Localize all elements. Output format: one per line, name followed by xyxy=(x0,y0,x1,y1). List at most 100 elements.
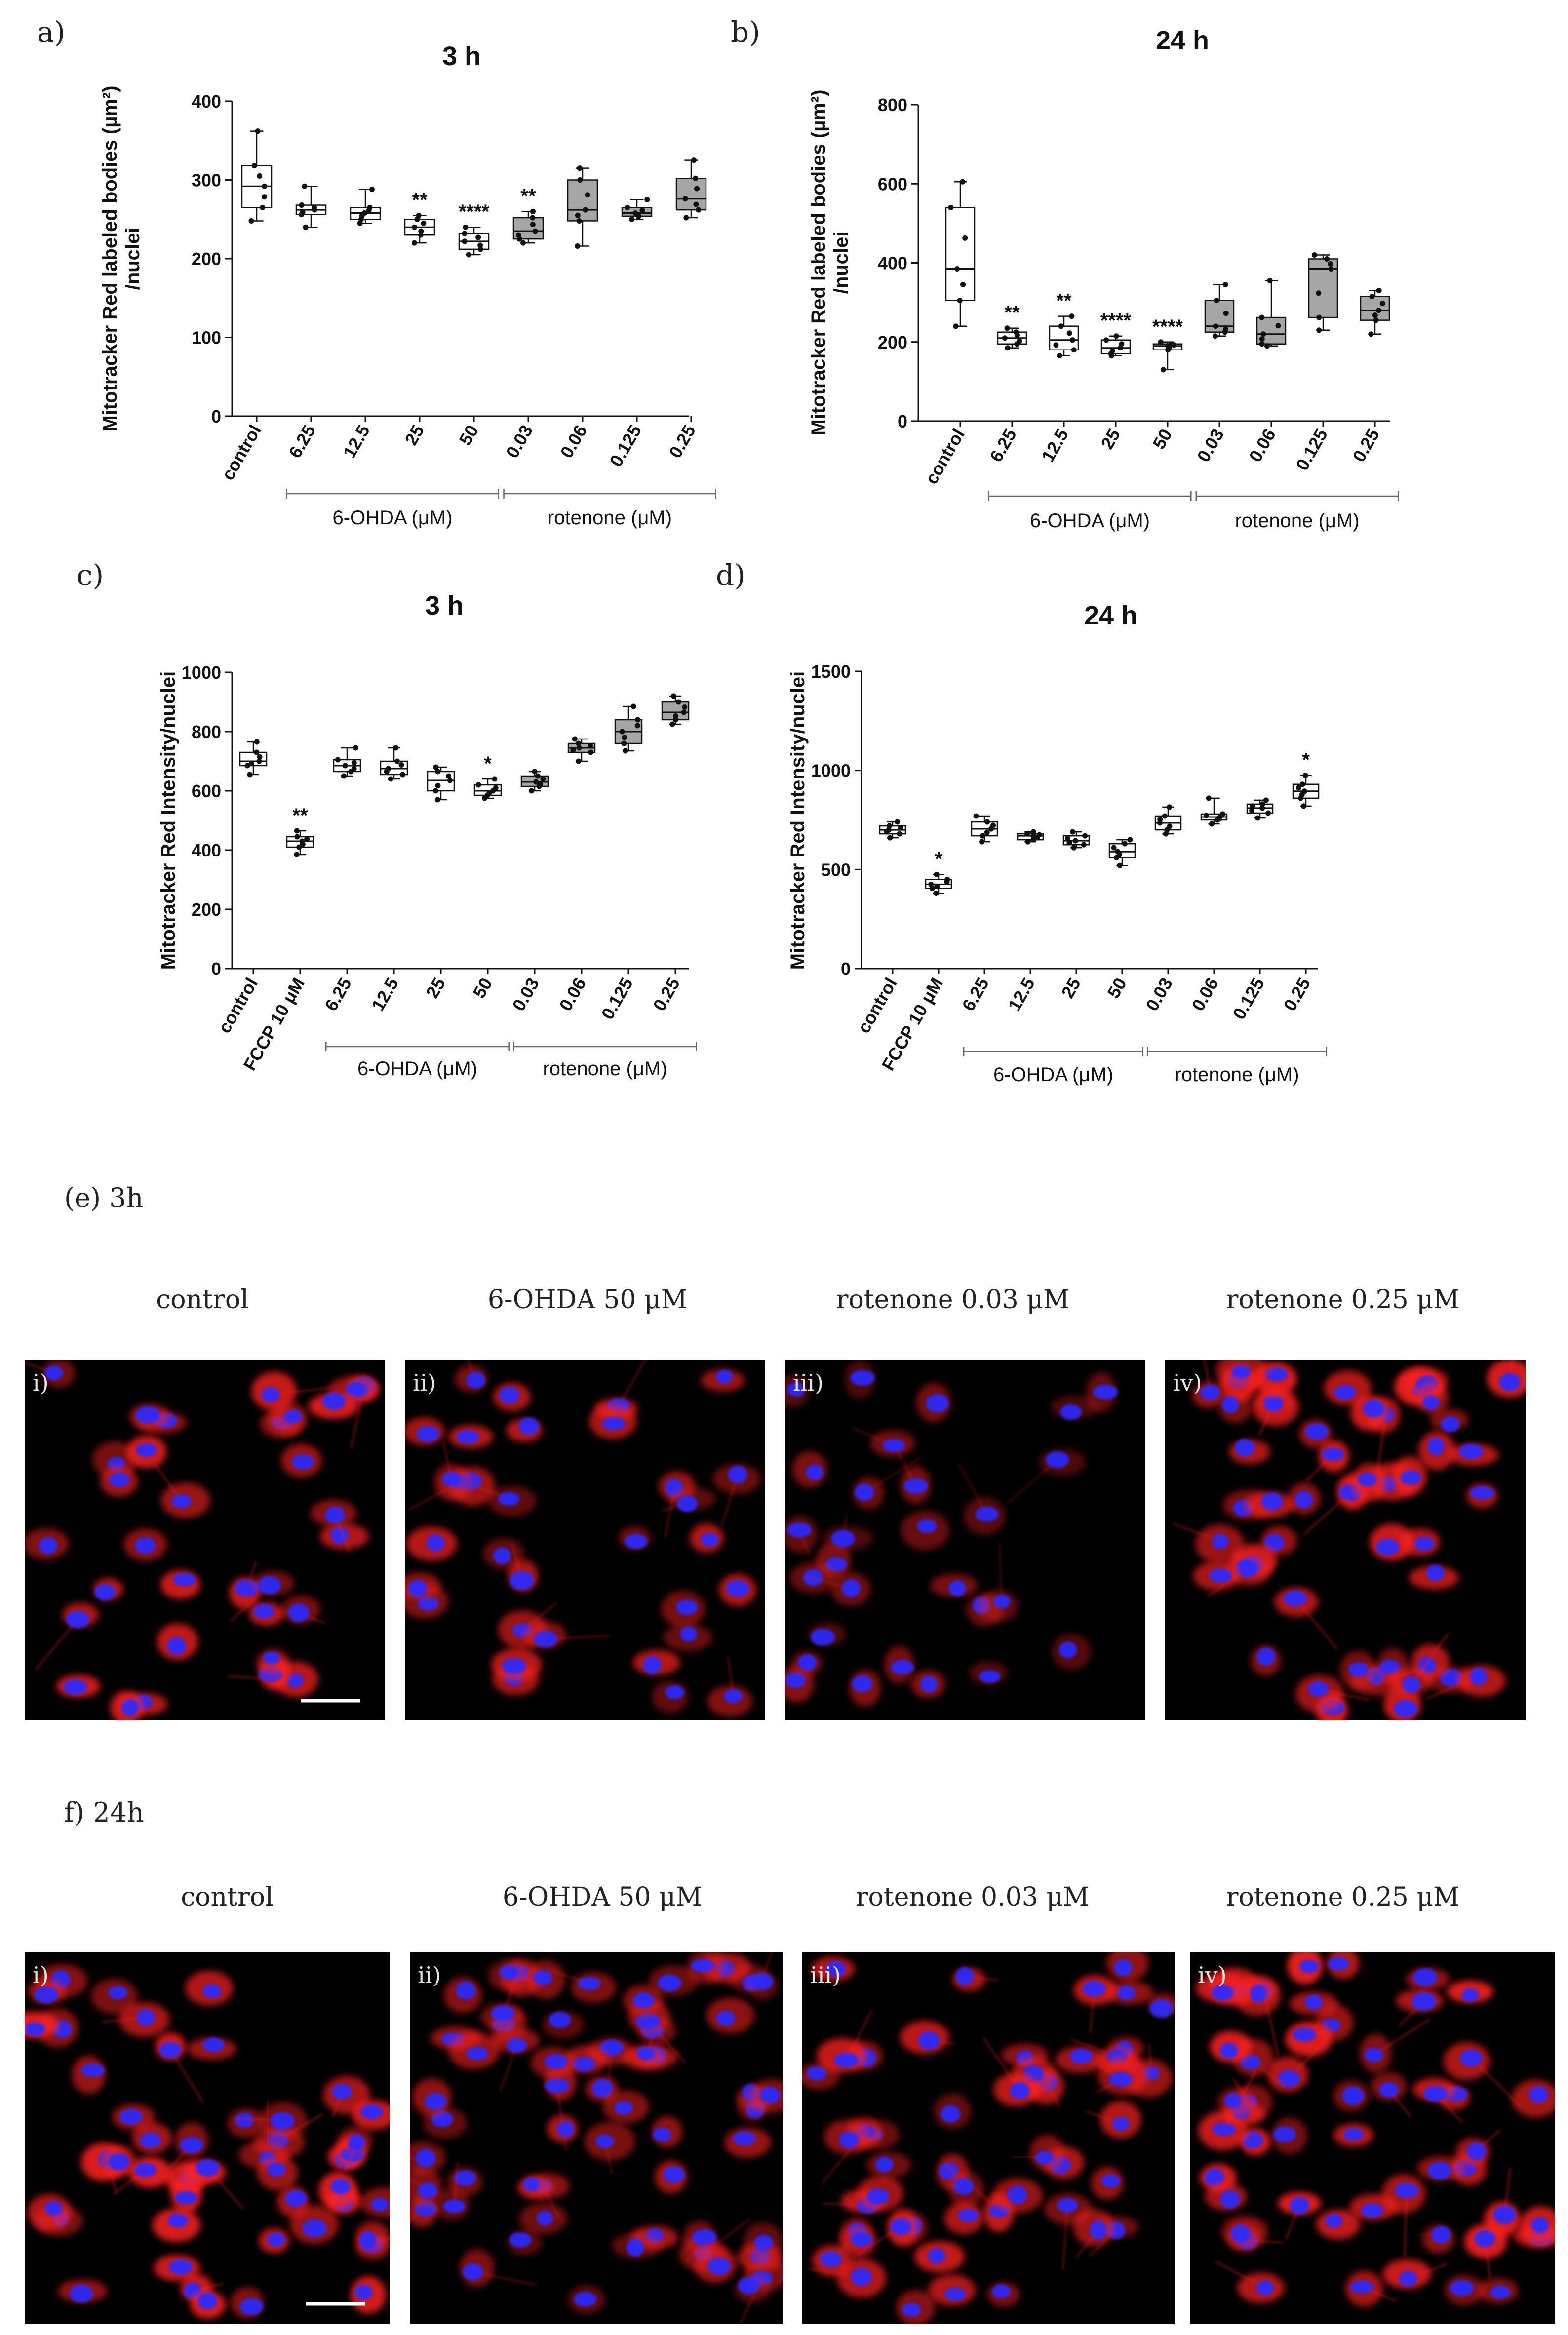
data-point xyxy=(1249,808,1255,814)
nucleus-signal xyxy=(456,1981,476,2000)
nucleus-signal xyxy=(850,1370,875,1386)
nucleus-signal xyxy=(1293,2027,1317,2042)
x-tick-label: 0.06 xyxy=(1187,974,1222,1014)
nucleus-signal xyxy=(1413,1968,1437,1986)
data-point xyxy=(477,242,483,248)
significance-mark: **** xyxy=(1152,316,1183,338)
image-index-label: i) xyxy=(33,1962,49,1988)
data-point xyxy=(884,829,890,835)
nucleus-signal xyxy=(707,2257,731,2275)
nucleus-signal xyxy=(286,1673,304,1688)
nucleus-signal xyxy=(1046,1451,1069,1468)
x-tick-label: 0.03 xyxy=(1193,426,1228,466)
cell-process xyxy=(499,2045,518,2092)
chart-title: 3 h xyxy=(442,41,481,71)
nucleus-signal xyxy=(1117,1986,1136,2000)
cell-process xyxy=(1404,2190,1408,2257)
nucleus-signal xyxy=(850,2232,873,2247)
significance-mark: ** xyxy=(1056,290,1072,312)
group-bracket: rotenone (μM) xyxy=(1146,1047,1328,1086)
box-0 xyxy=(945,179,976,329)
nucleus-signal xyxy=(614,2101,633,2115)
nucleus-signal xyxy=(1299,1959,1319,1973)
data-point xyxy=(1316,314,1322,320)
data-point xyxy=(369,187,375,193)
nucleus-signal xyxy=(417,1596,439,1611)
image-index-label: ii) xyxy=(418,1962,441,1988)
nucleus-signal xyxy=(928,2248,946,2264)
data-point xyxy=(1017,338,1022,344)
nucleus-signal xyxy=(137,2009,155,2026)
nucleus-signal xyxy=(1222,1396,1239,1413)
data-point xyxy=(675,699,681,705)
data-point xyxy=(1053,342,1059,348)
nucleus-signal xyxy=(285,2190,307,2207)
data-point xyxy=(1036,832,1042,838)
box-4 xyxy=(1062,829,1090,851)
data-point xyxy=(1301,803,1307,809)
nucleus-signal xyxy=(992,2284,1011,2298)
nucleus-signal xyxy=(1265,1367,1288,1382)
nucleus-signal xyxy=(507,2038,527,2053)
nucleus-signal xyxy=(1499,1373,1521,1392)
data-point xyxy=(1299,792,1305,798)
nucleus-signal xyxy=(70,2284,93,2303)
significance-mark: ** xyxy=(520,185,536,207)
nucleus-signal xyxy=(1294,1491,1313,1509)
nucleus-signal xyxy=(66,1611,89,1629)
nucleus-signal xyxy=(875,2156,894,2173)
nucleus-signal xyxy=(270,2112,295,2130)
nucleus-signal xyxy=(574,2292,597,2307)
x-tick-label: 0.125 xyxy=(1292,426,1332,474)
nucleus-signal xyxy=(787,1382,806,1397)
nucleus-signal xyxy=(1395,2183,1419,2199)
cell-process xyxy=(1377,1415,1386,1472)
data-point xyxy=(475,782,481,788)
nucleus-signal xyxy=(302,2219,327,2237)
data-point xyxy=(257,754,263,760)
box-1: ** xyxy=(286,805,314,857)
data-point xyxy=(980,833,985,839)
data-point xyxy=(588,749,594,755)
x-tick-label: 0.25 xyxy=(1279,974,1314,1014)
data-point xyxy=(311,204,317,210)
data-point xyxy=(1058,323,1064,329)
data-point xyxy=(520,240,526,246)
data-point xyxy=(1264,343,1270,349)
nucleus-signal xyxy=(1439,1669,1463,1687)
nucleus-signal xyxy=(1400,1470,1422,1485)
nucleus-signal xyxy=(1357,1473,1377,1487)
data-point xyxy=(1171,342,1177,348)
nucleus-signal xyxy=(1060,1404,1082,1420)
box-2: ** xyxy=(1049,290,1079,359)
x-tick-label: control xyxy=(853,974,901,1037)
data-point xyxy=(1311,252,1317,258)
box-0 xyxy=(879,819,906,841)
nucleus-signal xyxy=(1411,1992,1436,2011)
x-tick-label: 25 xyxy=(422,974,449,1002)
data-point xyxy=(575,243,581,249)
nucleus-signal xyxy=(1290,2196,1310,2215)
nucleus-signal xyxy=(1461,1988,1479,2002)
data-point xyxy=(532,769,538,775)
nucleus-signal xyxy=(1284,1590,1307,1607)
nucleus-signal xyxy=(169,2259,193,2275)
nucleus-signal xyxy=(636,2046,655,2061)
nucleus-signal xyxy=(635,2013,661,2030)
nucleus-signal xyxy=(39,1537,58,1554)
box-7 xyxy=(621,196,653,222)
data-point xyxy=(351,766,357,772)
data-point xyxy=(1212,333,1218,339)
nucleus-signal xyxy=(831,1530,855,1548)
nucleus-signal xyxy=(692,2229,717,2246)
nucleus-signal xyxy=(1361,2203,1383,2218)
data-point xyxy=(538,781,544,787)
micrograph-cells xyxy=(405,1360,761,1717)
data-point xyxy=(1209,821,1215,827)
data-point xyxy=(1119,341,1125,347)
nucleus-signal xyxy=(918,2031,940,2050)
data-point xyxy=(1254,815,1260,821)
nucleus-signal xyxy=(1426,1564,1445,1581)
cell-process xyxy=(1062,2205,1069,2270)
